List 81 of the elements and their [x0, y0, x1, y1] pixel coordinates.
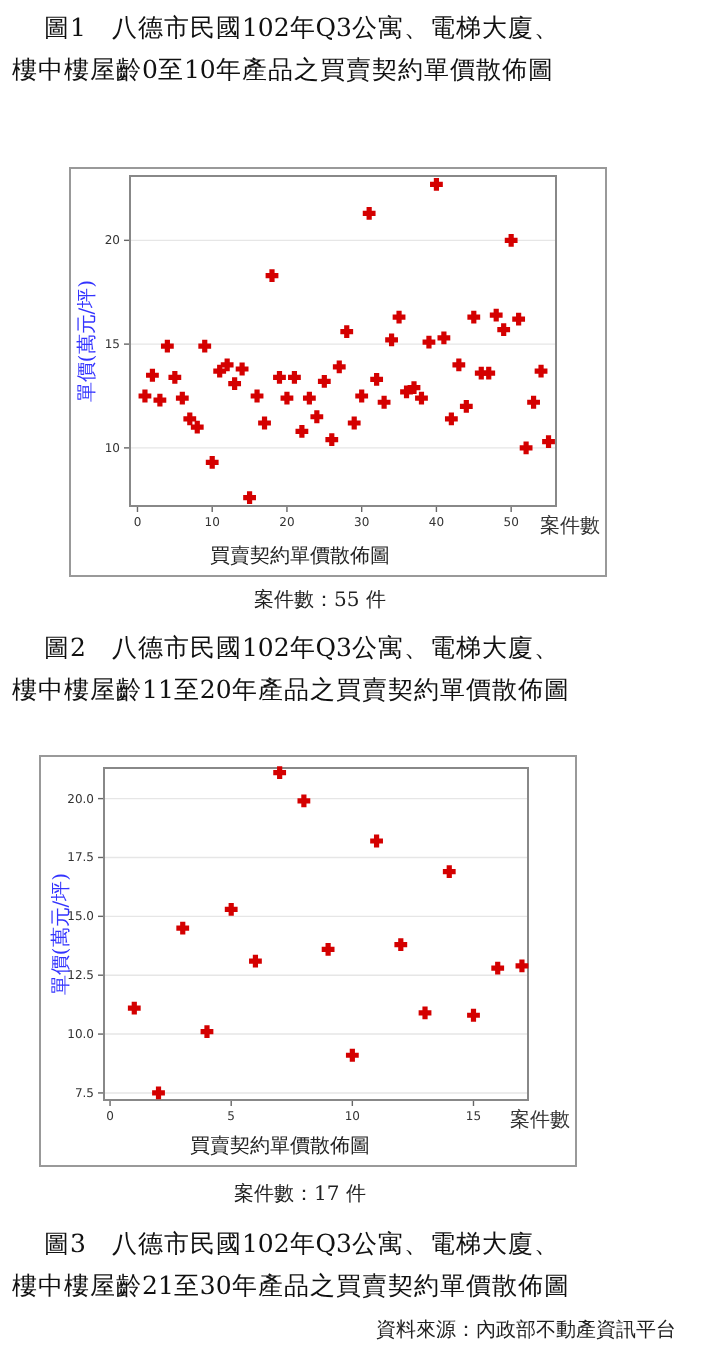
point [542, 435, 555, 449]
point [515, 959, 529, 973]
point [347, 416, 361, 430]
point [422, 335, 436, 349]
y-axis-title: 單價(萬元/坪) [75, 279, 99, 403]
point [377, 395, 391, 409]
point [175, 391, 189, 405]
point [302, 391, 316, 405]
point [127, 1001, 141, 1015]
point [176, 921, 190, 935]
point [190, 420, 204, 434]
point [310, 410, 324, 424]
point [235, 362, 249, 376]
point [512, 312, 526, 326]
point [183, 412, 197, 426]
point [392, 310, 406, 324]
x-axis-title: 案件數 [510, 1108, 570, 1132]
point [200, 1025, 214, 1039]
point [534, 364, 548, 378]
point [527, 395, 540, 409]
point [243, 491, 256, 505]
point [220, 358, 234, 372]
point [250, 389, 264, 403]
chart-title: 圖1 八德市民國102年Q3公寓、電梯大廈、樓中樓屋齡0至10年產品之買賣契約單價散佈圖 [12, 12, 561, 84]
x-axis-title: 案件數 [540, 514, 600, 538]
point [394, 938, 408, 951]
point [213, 364, 227, 378]
point [345, 1048, 359, 1062]
point [355, 389, 369, 403]
point [504, 233, 518, 247]
point [138, 389, 152, 403]
point [442, 865, 456, 878]
point [340, 325, 354, 339]
point [519, 441, 533, 455]
point [385, 333, 398, 347]
point [459, 399, 473, 413]
text: 圖3 八德市民國102年Q3公寓、電梯大廈、樓中樓屋齡21至30年產品之買賣契約單價散佈圖 [12, 1228, 570, 1300]
point [321, 942, 335, 956]
point [280, 391, 294, 405]
point [146, 368, 159, 382]
point [418, 1006, 432, 1020]
source-note: 資料來源：內政部不動產資訊平台 [376, 1318, 676, 1342]
point [297, 794, 311, 808]
point [228, 377, 242, 390]
point [489, 308, 503, 322]
point [415, 391, 428, 405]
point [153, 393, 167, 407]
text: 案件數：55 件 [254, 588, 386, 612]
point [497, 323, 511, 336]
point [258, 416, 271, 430]
point [295, 424, 309, 438]
point [430, 177, 443, 191]
text: 買賣契約單價散佈圖 [190, 1134, 370, 1158]
text: 買賣契約單價散佈圖 [210, 544, 390, 568]
point [325, 433, 339, 446]
point [467, 1008, 480, 1022]
point [437, 331, 451, 345]
point [467, 310, 481, 324]
point [482, 366, 496, 380]
point [407, 381, 421, 395]
point [273, 766, 287, 780]
point [224, 902, 238, 916]
point [249, 954, 262, 968]
point [317, 375, 331, 388]
point [168, 370, 182, 384]
chart-title: 圖2 八德市民國102年Q3公寓、電梯大廈、樓中樓屋齡11至20年產品之買賣契約單價散佈圖 [12, 632, 570, 704]
point [444, 412, 458, 426]
point [205, 456, 219, 469]
point [152, 1086, 165, 1100]
point [370, 373, 384, 386]
text: 案件數：17 件 [234, 1182, 366, 1206]
point [265, 269, 279, 283]
point [491, 961, 505, 975]
point [198, 339, 212, 353]
point [332, 360, 346, 374]
point [288, 370, 301, 384]
point [362, 206, 376, 220]
point [160, 339, 174, 353]
point [273, 370, 286, 384]
point [452, 358, 466, 372]
point [370, 834, 383, 848]
